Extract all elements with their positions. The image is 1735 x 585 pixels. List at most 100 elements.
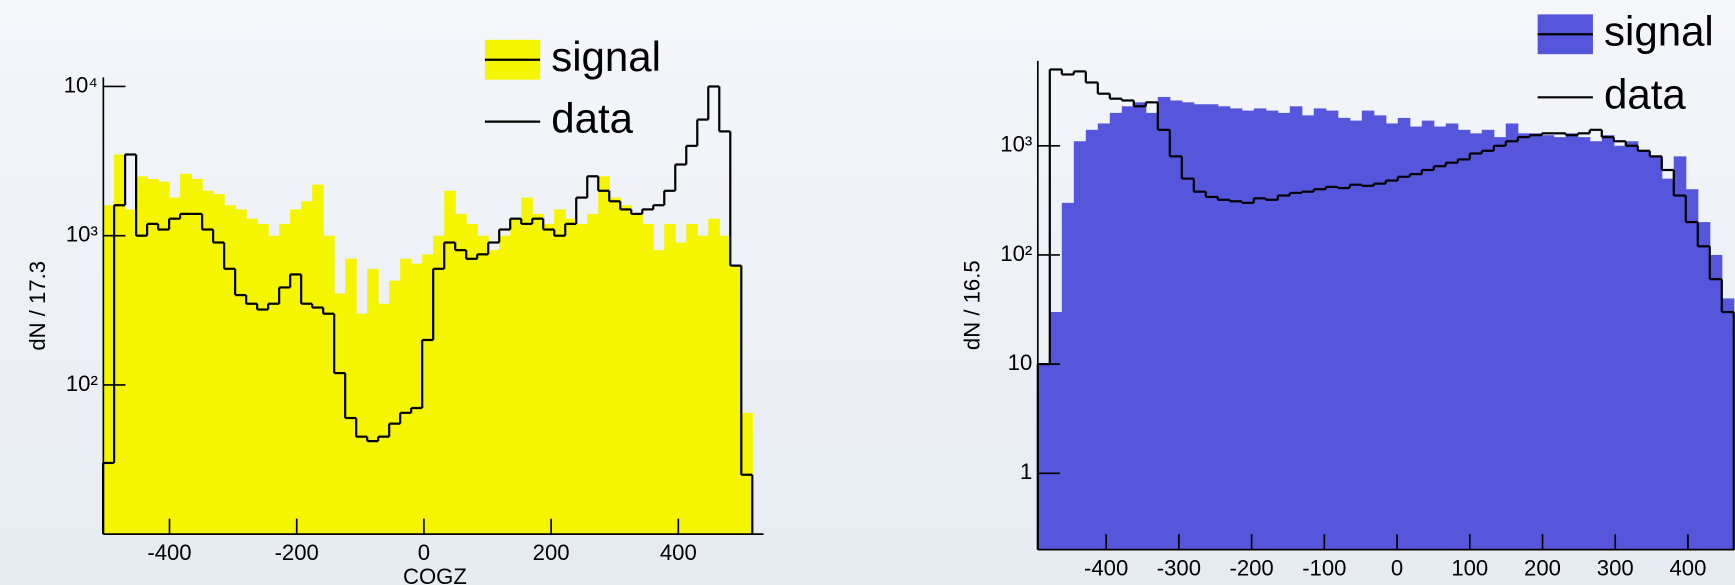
histogram-bar	[1301, 115, 1315, 550]
x-tick-label: 200	[1524, 555, 1561, 580]
x-tick-label: -300	[1157, 555, 1201, 580]
histogram-bar	[466, 223, 478, 535]
histogram-bar	[587, 213, 599, 535]
histogram-bar	[1433, 126, 1447, 550]
legend-label: data	[551, 95, 633, 142]
histogram-bar	[1589, 141, 1603, 550]
x-tick-label: -100	[1302, 555, 1346, 580]
histogram-bar	[400, 258, 412, 535]
histogram-bar	[1145, 112, 1159, 550]
histogram-bar	[565, 218, 577, 535]
histogram-bar	[1685, 189, 1699, 550]
histogram-bar	[268, 235, 280, 535]
histogram-bar	[1373, 115, 1387, 550]
histogram-bar	[1445, 123, 1459, 550]
histogram-bar	[1397, 117, 1411, 550]
histogram-bar	[1529, 133, 1543, 550]
histogram-bar	[444, 190, 456, 535]
histogram-bar	[191, 178, 203, 535]
histogram-bar	[378, 303, 390, 535]
legend-label: data	[1604, 70, 1686, 117]
histogram-bar	[488, 250, 500, 535]
histogram-bar	[1481, 129, 1495, 550]
histogram-bar	[1661, 178, 1675, 550]
histogram-bar	[411, 263, 423, 535]
legend-label: signal	[1604, 7, 1714, 54]
histogram-bar	[1133, 102, 1147, 550]
histogram-bar	[114, 154, 126, 535]
histogram-bar	[1553, 137, 1567, 550]
histogram-bar	[1289, 106, 1303, 550]
histogram-bar	[1541, 135, 1555, 550]
histogram-bar	[301, 201, 313, 535]
x-tick-label: 100	[1451, 555, 1488, 580]
histogram-bar	[499, 235, 511, 535]
histogram-bar	[598, 176, 610, 535]
y-tick-label: 10²	[1000, 241, 1032, 266]
histogram-bar	[213, 194, 225, 535]
histogram-bar	[554, 209, 566, 535]
histogram-bar	[1097, 123, 1111, 550]
histogram-bar	[1721, 298, 1735, 550]
histogram-bar	[620, 205, 632, 535]
x-tick-label: -200	[1229, 555, 1273, 580]
histogram-bar	[1157, 96, 1171, 550]
histogram-bar	[1505, 123, 1519, 550]
histogram-bar	[1061, 202, 1075, 550]
histogram-bar	[1073, 141, 1087, 550]
histogram-bar	[1469, 133, 1483, 550]
histogram-bar	[1229, 108, 1243, 550]
histogram-bar	[543, 223, 555, 535]
x-tick-label: -400	[1084, 555, 1128, 580]
histogram-bar	[323, 235, 335, 535]
histogram-bar	[1673, 156, 1687, 550]
histogram-bar	[1385, 123, 1399, 550]
x-tick-label: 400	[1670, 555, 1707, 580]
y-tick-label: 10⁴	[64, 72, 98, 97]
histogram-bar	[1601, 135, 1615, 550]
histogram-bar	[180, 173, 192, 535]
histogram-bar	[345, 258, 357, 535]
histogram-bar	[1637, 150, 1651, 550]
histogram-bar	[1709, 254, 1723, 550]
histogram-bar	[1517, 133, 1531, 550]
histogram-bar	[664, 223, 676, 535]
histogram-bar	[719, 235, 731, 535]
histogram-bar	[1181, 102, 1195, 550]
histogram-bar	[1697, 222, 1711, 550]
histogram-bar	[1049, 312, 1063, 550]
histogram-bar	[1361, 110, 1375, 550]
histogram-bar	[257, 223, 269, 535]
histogram-bar	[1493, 137, 1507, 550]
x-tick-label: 0	[1391, 555, 1403, 580]
y-tick-label: 1	[1020, 459, 1032, 484]
histogram-bar	[1625, 141, 1639, 550]
y-axis-label: dN / 17.3	[25, 261, 50, 351]
histogram-bar	[433, 235, 445, 535]
histogram-bar	[730, 265, 742, 535]
histogram-bar	[1349, 120, 1363, 550]
histogram-bar	[1037, 364, 1051, 550]
histogram-bar	[246, 218, 258, 535]
y-tick-label: 10	[1008, 350, 1033, 375]
histogram-bar	[532, 213, 544, 535]
histogram-bar	[1457, 129, 1471, 550]
histogram-bar	[1265, 110, 1279, 550]
histogram-bar	[312, 184, 324, 535]
x-tick-label: 200	[533, 540, 570, 565]
histogram-bar	[224, 205, 236, 535]
histogram-bar	[1613, 145, 1627, 550]
histogram-bar	[697, 235, 709, 535]
histogram-bar	[1577, 137, 1591, 550]
histogram-bar	[708, 218, 720, 535]
histogram-bar	[367, 268, 379, 535]
histogram-bar	[158, 181, 170, 535]
histogram-bar	[334, 293, 346, 535]
histogram-bar	[1253, 108, 1267, 550]
histogram-bar	[477, 235, 489, 535]
histogram-bar	[1241, 110, 1255, 550]
x-tick-label: -200	[275, 540, 319, 565]
histogram-bar	[202, 190, 214, 535]
